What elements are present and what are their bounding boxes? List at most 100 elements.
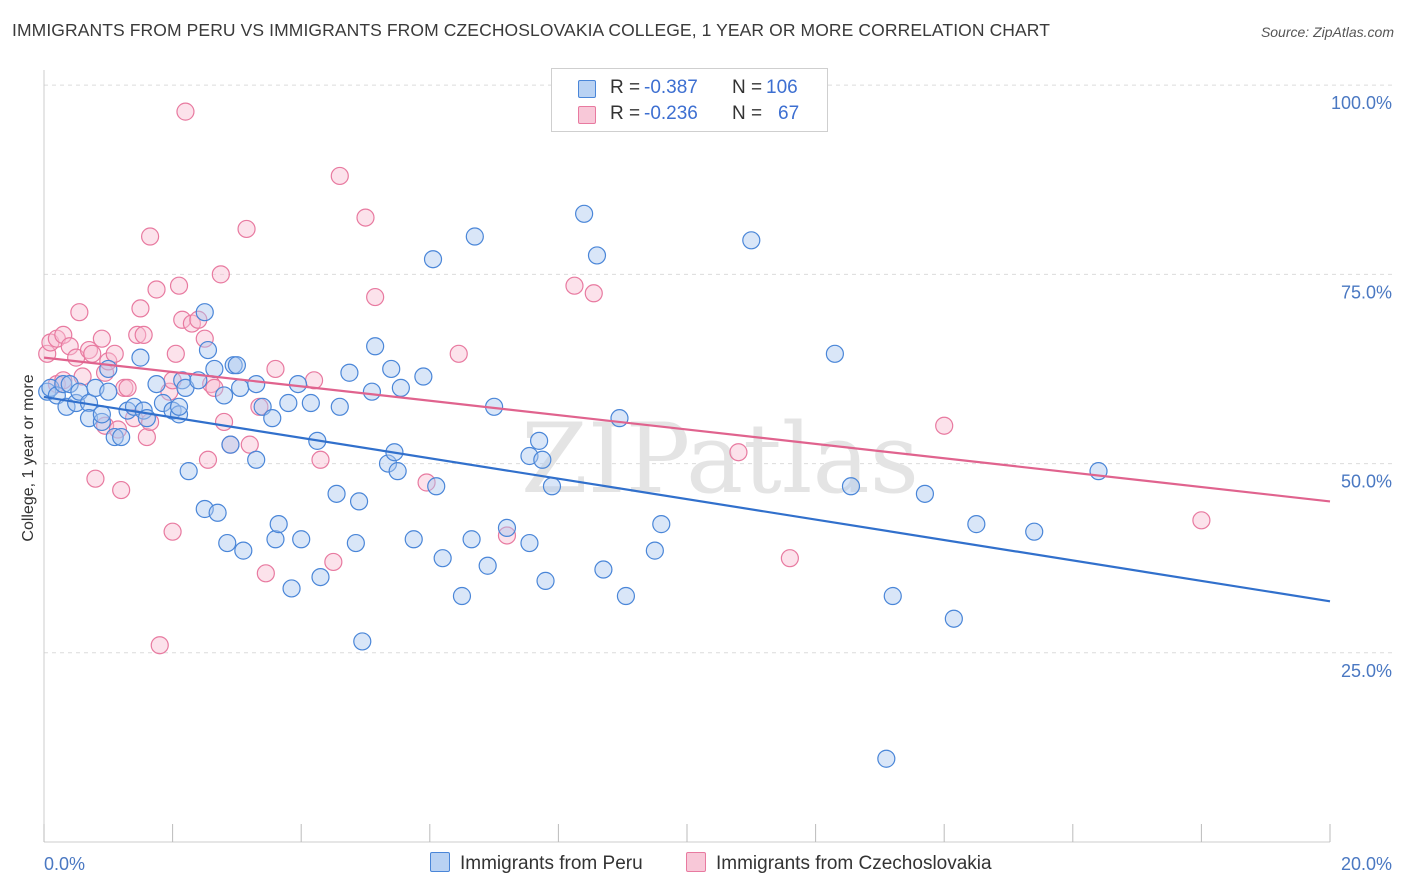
peru-point bbox=[60, 374, 79, 394]
czech-point bbox=[214, 412, 234, 432]
czech-point bbox=[163, 522, 182, 541]
peru-point bbox=[301, 393, 320, 413]
peru-point bbox=[330, 397, 349, 416]
czech-point bbox=[176, 102, 195, 121]
peru-point bbox=[349, 492, 369, 511]
czech-point bbox=[166, 344, 185, 363]
czech-point bbox=[60, 337, 79, 356]
peru-point bbox=[478, 556, 497, 575]
peru-point bbox=[652, 515, 671, 534]
czech-point bbox=[169, 276, 189, 295]
czech-point bbox=[137, 427, 156, 447]
czech-point bbox=[1192, 511, 1211, 530]
czech-point bbox=[112, 480, 131, 500]
series-czechoslovakia-points bbox=[38, 102, 1211, 655]
peru-point bbox=[382, 359, 401, 379]
czech-point bbox=[497, 526, 517, 545]
axes bbox=[43, 70, 1331, 843]
peru-point bbox=[208, 503, 227, 522]
chart-title: IMMIGRANTS FROM PERU VS IMMIGRANTS FROM … bbox=[12, 20, 1051, 40]
peru-point bbox=[92, 412, 111, 432]
peru-point bbox=[465, 227, 484, 246]
czech-point bbox=[330, 166, 349, 186]
peru-point bbox=[54, 374, 73, 394]
correlation-legend: R = -0.387 N = 106 R = -0.236 N = 67 bbox=[551, 68, 828, 132]
peru-point bbox=[520, 533, 539, 553]
peru-point bbox=[533, 450, 552, 469]
czech-point bbox=[417, 473, 436, 492]
peru-point bbox=[427, 477, 446, 496]
czech-trend-line bbox=[43, 356, 1331, 503]
peru-point bbox=[944, 609, 963, 628]
czech-point bbox=[54, 325, 73, 345]
peru-point bbox=[497, 518, 517, 538]
y-tick-label: 75.0% bbox=[1341, 282, 1392, 302]
legend-n-label: N = bbox=[732, 77, 763, 98]
peru-point bbox=[179, 462, 198, 481]
czech-point bbox=[140, 227, 160, 246]
czech-point bbox=[205, 378, 224, 397]
peru-point bbox=[1025, 522, 1044, 541]
peru-point bbox=[645, 541, 664, 560]
czech-point bbox=[237, 219, 256, 239]
peru-point bbox=[433, 549, 452, 568]
peru-point bbox=[288, 374, 308, 394]
peru-point bbox=[462, 530, 481, 549]
peru-point bbox=[452, 586, 472, 606]
peru-point bbox=[99, 359, 118, 379]
y-tick-label: 25.0% bbox=[1341, 661, 1392, 681]
czech-point bbox=[366, 287, 385, 307]
peru-point bbox=[198, 340, 218, 360]
peru-point bbox=[218, 533, 237, 553]
peru-point bbox=[423, 250, 443, 269]
peru-legend-label: Immigrants from Peru bbox=[460, 853, 643, 874]
peru-point bbox=[378, 454, 398, 473]
legend-n-value-peru: 106 bbox=[766, 77, 798, 98]
peru-point bbox=[616, 586, 636, 606]
peru-point bbox=[269, 515, 288, 534]
czech-point bbox=[256, 564, 275, 583]
peru-point bbox=[214, 386, 234, 405]
peru-point bbox=[112, 427, 131, 447]
y-tick-label: 100.0% bbox=[1331, 93, 1392, 113]
watermark-text: ZIPatlas bbox=[521, 403, 919, 515]
czech-swatch bbox=[578, 106, 596, 124]
peru-point bbox=[542, 477, 562, 496]
legend-r-label: R = bbox=[610, 77, 641, 98]
y-axis-label: College, 1 year or more bbox=[20, 374, 37, 541]
peru-point bbox=[883, 586, 902, 606]
peru-point bbox=[366, 337, 385, 356]
peru-point bbox=[147, 374, 166, 394]
peru-point bbox=[388, 462, 407, 481]
czech-point bbox=[266, 359, 285, 379]
peru-point bbox=[340, 363, 359, 382]
peru-point bbox=[841, 477, 861, 496]
peru-point bbox=[825, 344, 844, 363]
series-peru-points bbox=[38, 204, 1108, 768]
czech-point bbox=[189, 310, 208, 329]
legend-r-label: R = bbox=[610, 103, 641, 124]
czech-point bbox=[118, 378, 137, 397]
czech-point bbox=[150, 636, 169, 655]
peru-point bbox=[227, 356, 246, 375]
peru-point bbox=[311, 567, 330, 587]
peru-point bbox=[530, 431, 549, 450]
peru-point bbox=[221, 435, 240, 454]
czech-point bbox=[92, 329, 111, 348]
peru-point bbox=[404, 530, 423, 549]
czech-point bbox=[195, 329, 214, 348]
x-tick-label-min: 0.0% bbox=[44, 854, 85, 874]
legend-r-value-czech: -0.236 bbox=[644, 103, 698, 124]
peru-point bbox=[247, 374, 266, 394]
czech-point bbox=[131, 299, 150, 318]
czech-point bbox=[935, 416, 954, 435]
peru-point bbox=[353, 632, 372, 651]
peru-point bbox=[266, 530, 285, 549]
peru-point bbox=[105, 427, 124, 447]
peru-point bbox=[610, 409, 629, 428]
peru-point bbox=[279, 393, 298, 413]
peru-point bbox=[234, 541, 253, 560]
peru-point bbox=[967, 515, 986, 534]
peru-point bbox=[742, 231, 761, 250]
